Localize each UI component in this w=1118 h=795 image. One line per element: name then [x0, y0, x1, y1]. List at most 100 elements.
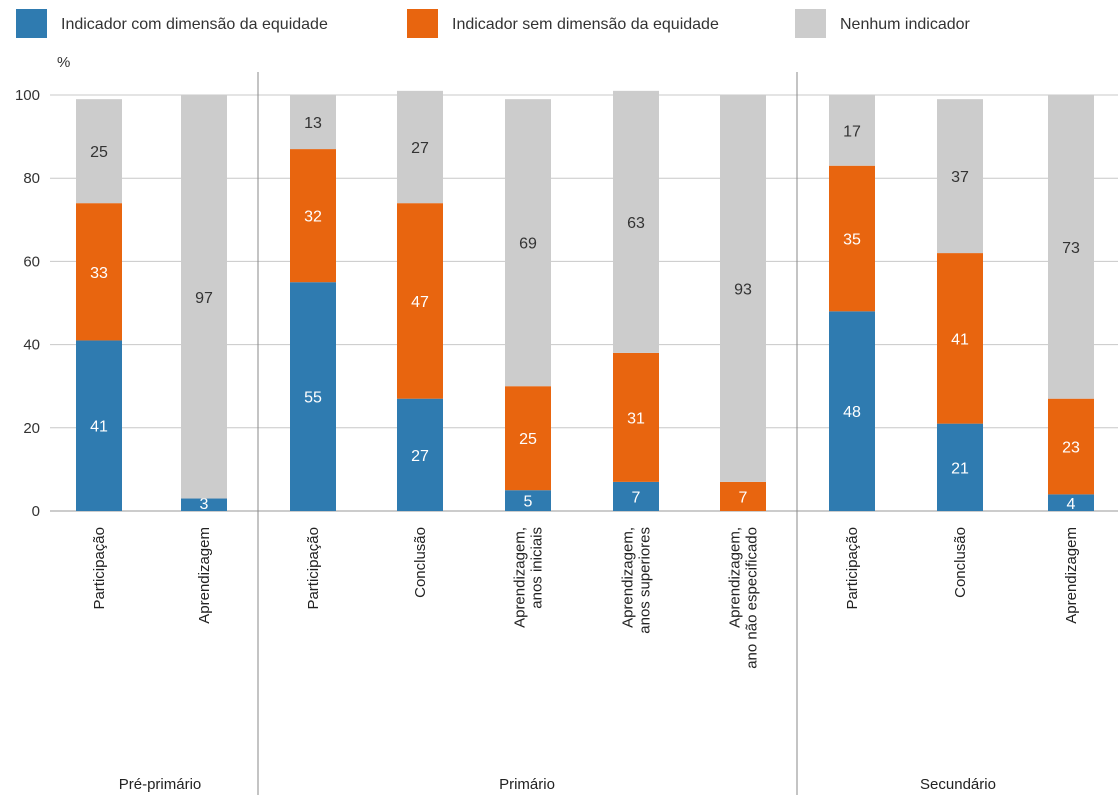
bar-segment: [829, 311, 875, 511]
bar-segment: [613, 90, 659, 353]
y-unit-label: %: [57, 54, 70, 71]
group-label: Primário: [499, 776, 555, 793]
bar-segment: [397, 90, 443, 204]
category-label: Aprendizagem,anos iniciais: [512, 527, 546, 628]
data-label: 7: [739, 489, 748, 506]
category-label-line: anos superiores: [637, 527, 654, 634]
bar-segment: [1048, 398, 1094, 495]
y-tick-label: 20: [23, 420, 40, 437]
category-label: Participação: [844, 527, 861, 610]
bar-segment: [937, 253, 983, 424]
bar-segment: [397, 203, 443, 399]
data-label: 41: [90, 419, 108, 436]
data-label: 48: [843, 404, 861, 421]
data-label: 37: [951, 169, 969, 186]
data-label: 69: [519, 236, 537, 253]
data-label: 33: [90, 265, 108, 282]
category-label-line: Aprendizagem,: [727, 527, 744, 628]
bar-segment: [720, 481, 766, 511]
category-label-line: anos iniciais: [529, 527, 546, 609]
data-label: 23: [1062, 440, 1080, 457]
bar-segment: [937, 423, 983, 511]
category-label: Conclusão: [412, 527, 429, 598]
category-label: Participação: [305, 527, 322, 610]
category-label: Conclusão: [952, 527, 969, 598]
data-label: 17: [843, 123, 861, 140]
data-label: 25: [519, 431, 537, 448]
data-label: 35: [843, 232, 861, 249]
category-label-line: Conclusão: [952, 527, 969, 598]
group-label: Secundário: [920, 776, 996, 793]
legend-label: Indicador sem dimensão da equidade: [452, 16, 719, 33]
data-label: 4: [1067, 496, 1076, 513]
y-axis-ticks: 0 20 40 60 80 100: [15, 87, 40, 520]
bar-segment: [505, 99, 551, 387]
data-label: 63: [627, 215, 645, 232]
bar-segment: [613, 481, 659, 511]
category-labels: Participação Aprendizagem Participação Conc…: [91, 527, 1080, 669]
data-label: 13: [304, 115, 322, 132]
data-label: 31: [627, 410, 645, 427]
data-label: 3: [200, 496, 209, 513]
bar-segment: [290, 149, 336, 283]
bar-segment: [505, 490, 551, 511]
data-label: 21: [951, 460, 969, 477]
bar-segment: [181, 95, 227, 499]
category-label: Participação: [91, 527, 108, 610]
y-tick-label: 40: [23, 337, 40, 354]
data-label: 27: [411, 448, 429, 465]
bar-segment: [181, 498, 227, 511]
bar-segment: [290, 95, 336, 150]
category-label: Aprendizagem,ano não especificado: [727, 527, 761, 669]
y-tick-label: 100: [15, 87, 40, 104]
category-label: Aprendizagem: [1063, 527, 1080, 624]
y-tick-label: 80: [23, 170, 40, 187]
data-label: 32: [304, 209, 322, 226]
legend-label: Nenhum indicador: [840, 16, 971, 33]
data-label: 27: [411, 140, 429, 157]
bar-segment: [76, 340, 122, 511]
group-labels: Pré-primário Primário Secundário: [119, 776, 996, 793]
y-tick-label: 60: [23, 253, 40, 270]
bar-segment: [76, 203, 122, 341]
category-label-line: Aprendizagem,: [620, 527, 637, 628]
legend-label: Indicador com dimensão da equidade: [61, 16, 328, 33]
legend-swatch: [795, 9, 826, 38]
category-label-line: Participação: [91, 527, 108, 610]
category-label-line: Aprendizagem,: [512, 527, 529, 628]
group-separators: [257, 72, 798, 795]
bar-segment: [505, 386, 551, 491]
bar-segment: [397, 398, 443, 511]
data-label: 97: [195, 290, 213, 307]
legend: Indicador com dimensão da equidade Indica…: [16, 9, 971, 38]
data-label: 41: [951, 331, 969, 348]
bar-segment: [937, 99, 983, 254]
bar-segment: [76, 99, 122, 204]
bars: 41 33 25 3 97 55 32 13 27 47 27 5 25 69 7 31 63 7 93 48 35 17…: [76, 90, 1094, 513]
data-label: 7: [632, 489, 641, 506]
bar-segment: [1048, 494, 1094, 511]
category-label-line: Conclusão: [412, 527, 429, 598]
y-tick-label: 0: [32, 503, 40, 520]
group-label: Pré-primário: [119, 776, 202, 793]
data-label: 25: [90, 144, 108, 161]
data-label: 73: [1062, 240, 1080, 257]
category-label-line: Participação: [844, 527, 861, 610]
category-label-line: Participação: [305, 527, 322, 610]
bar-segment: [829, 165, 875, 312]
bar-segment: [829, 95, 875, 166]
bar-segment: [720, 95, 766, 482]
legend-swatch: [407, 9, 438, 38]
category-label: Aprendizagem: [196, 527, 213, 624]
category-label-line: Aprendizagem: [1063, 527, 1080, 624]
data-label: 93: [734, 281, 752, 298]
bar-segment: [1048, 95, 1094, 399]
bar-segment: [613, 352, 659, 482]
category-label-line: ano não especificado: [744, 527, 761, 669]
category-label-line: Aprendizagem: [196, 527, 213, 624]
data-label: 5: [524, 494, 533, 511]
legend-swatch: [16, 9, 47, 38]
data-label: 55: [304, 390, 322, 407]
category-label: Aprendizagem,anos superiores: [620, 527, 654, 634]
